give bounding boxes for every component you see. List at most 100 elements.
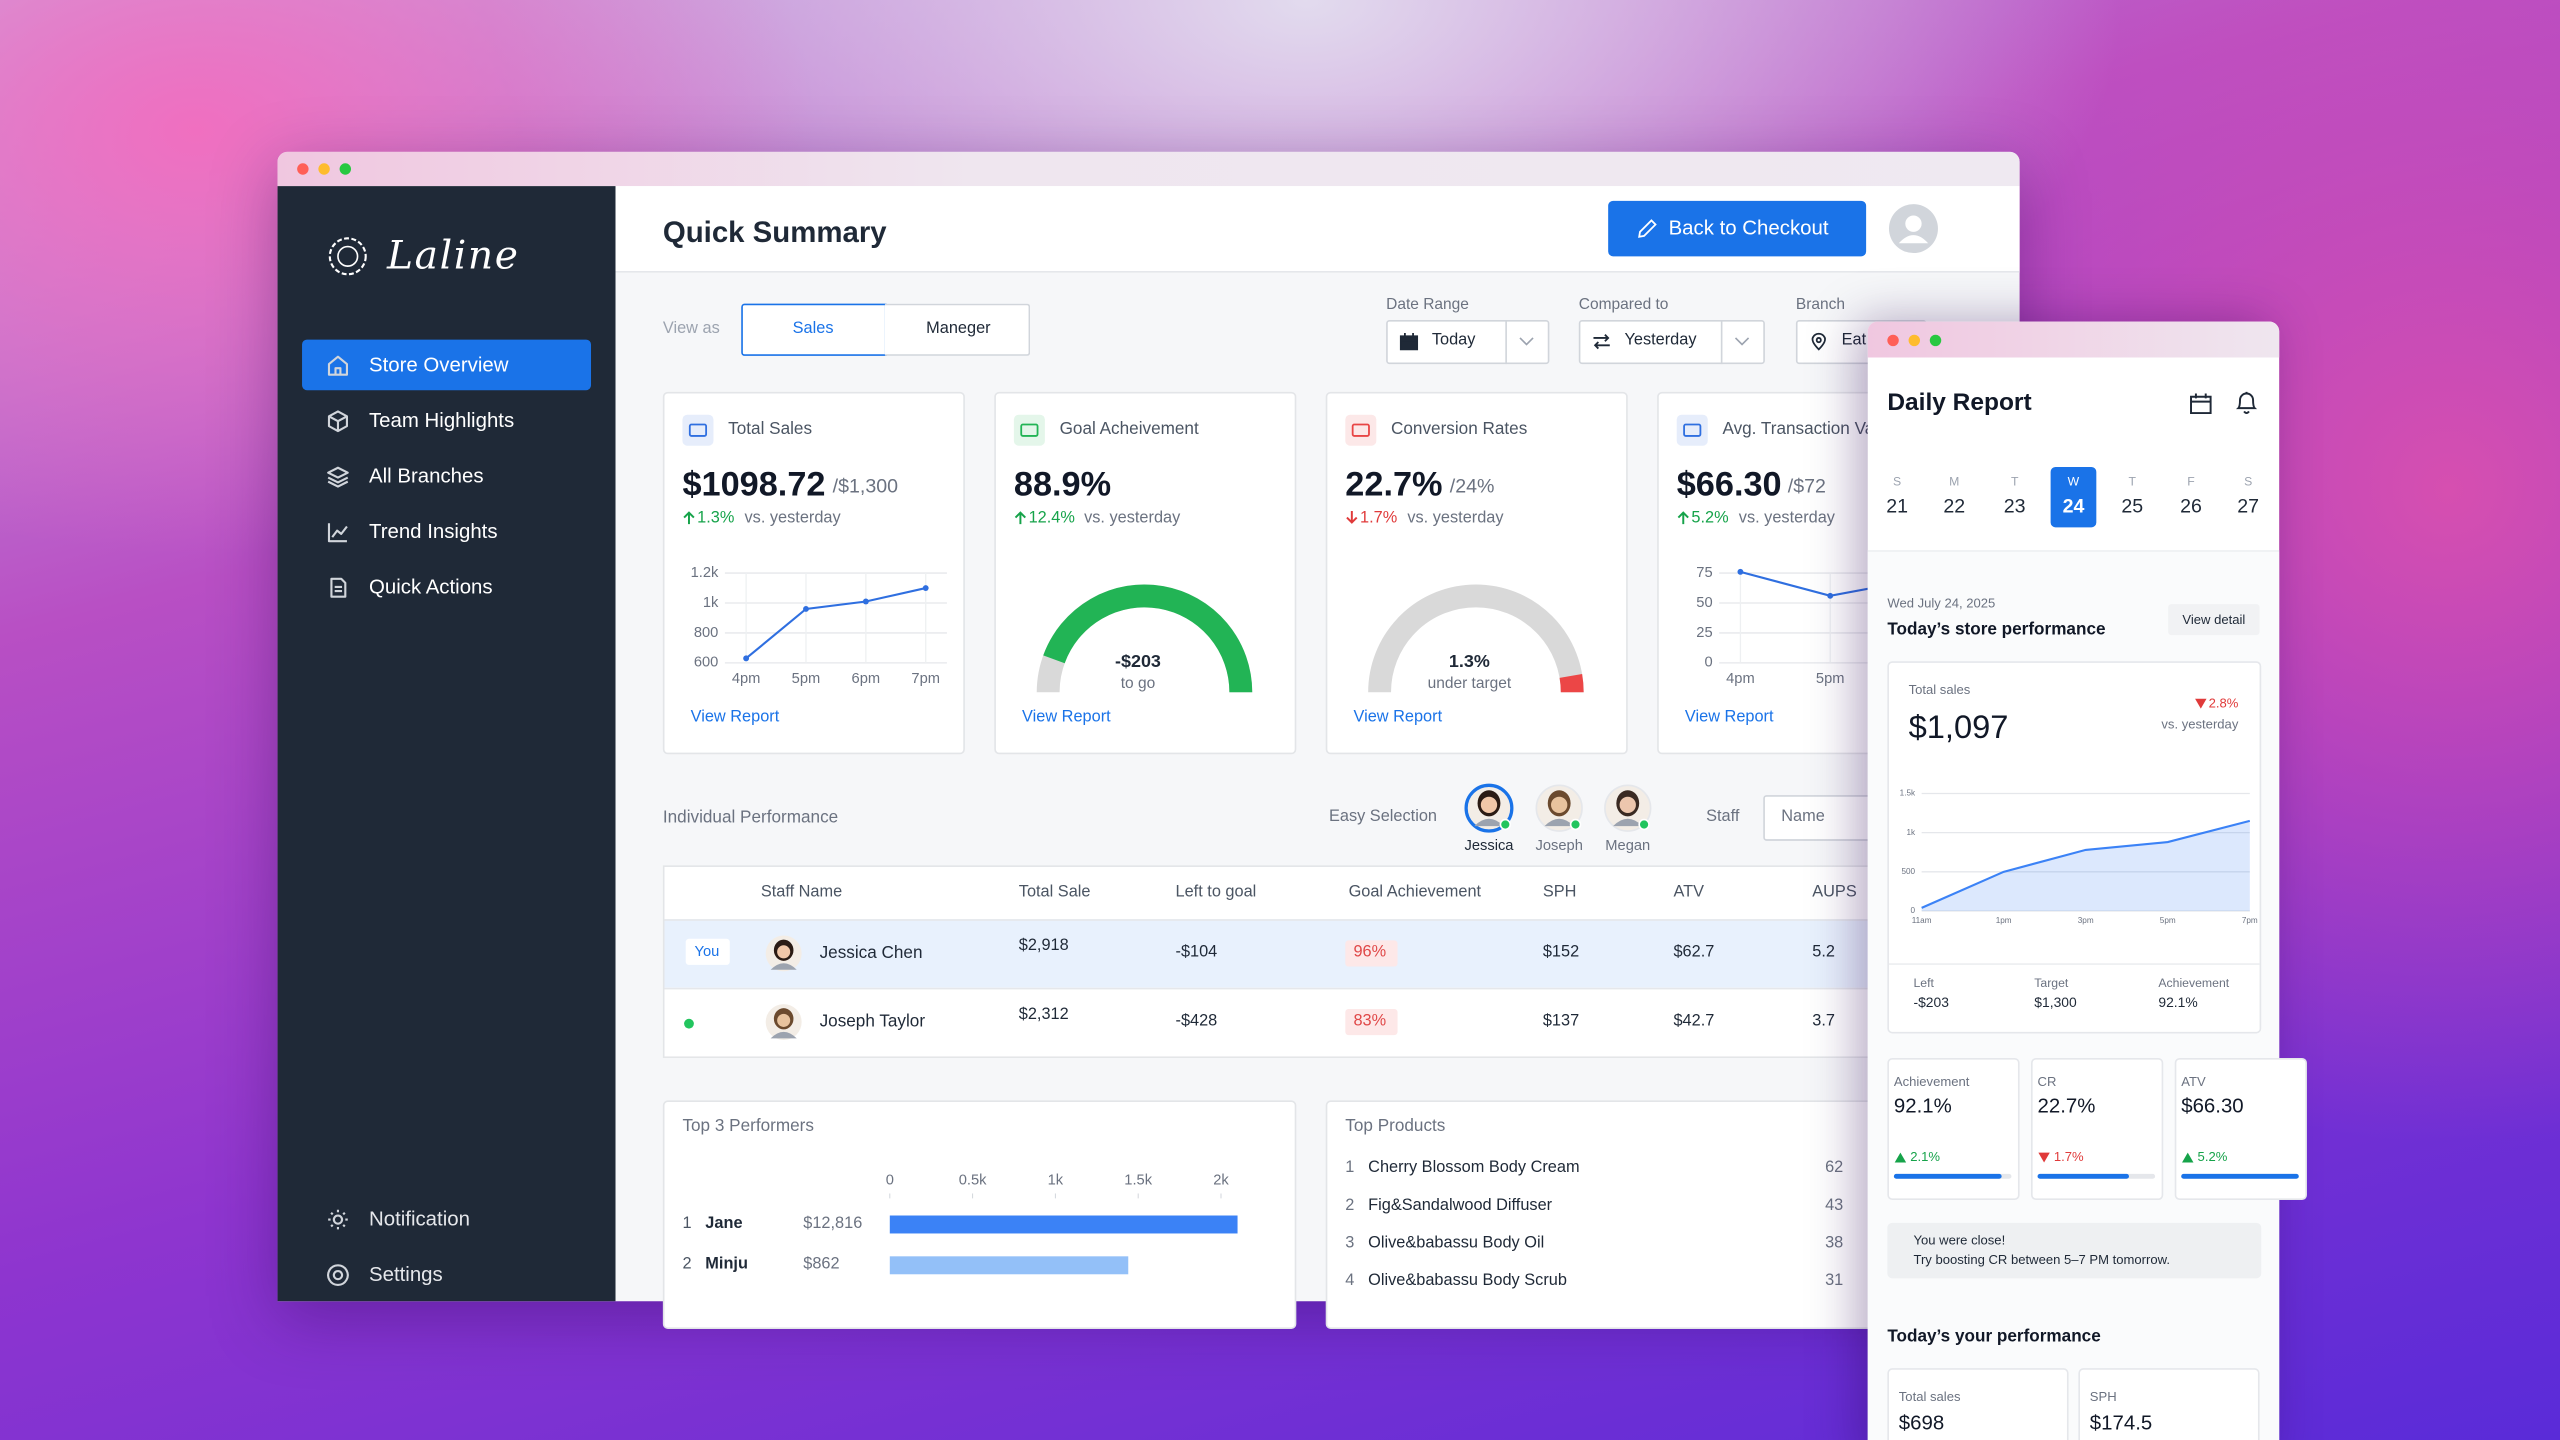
point <box>862 598 869 605</box>
section-title: Individual Performance <box>662 807 839 828</box>
nav-icon <box>327 523 348 543</box>
view-detail-button[interactable] <box>2168 604 2260 636</box>
column-header: Left to goal <box>1175 883 1257 902</box>
point <box>1827 592 1834 599</box>
label: 1.3% <box>697 509 735 528</box>
label[interactable]: Yesterday <box>1624 331 1697 350</box>
nav-icon <box>327 355 348 376</box>
link[interactable]: View Report <box>1684 708 1774 727</box>
online-dot <box>684 1018 694 1029</box>
column-header: ATV <box>1673 883 1705 902</box>
label: 21 <box>1886 494 1909 518</box>
label: -$428 <box>1175 1012 1218 1031</box>
y-tick-label: 75 <box>1696 565 1712 581</box>
label: View as <box>662 320 720 338</box>
label: Date Range <box>1386 296 1469 314</box>
label[interactable]: Jessica <box>1464 836 1514 854</box>
label: 3 <box>1345 1234 1355 1253</box>
achievement-pill <box>1345 1008 1398 1036</box>
segment-manager[interactable] <box>884 303 1031 356</box>
label: 5.2 <box>1812 943 1835 962</box>
label: 22.7% <box>1345 465 1443 504</box>
icon-path <box>1811 332 1826 351</box>
you-badge <box>685 938 730 965</box>
y-tick-label: 500 <box>1901 867 1915 876</box>
label: T <box>2128 474 2136 489</box>
table-row[interactable] <box>664 919 2020 988</box>
label: 1 <box>682 1214 692 1233</box>
nav-icon <box>328 1209 348 1230</box>
kpi-card <box>1325 391 1628 755</box>
label[interactable]: Sales <box>792 320 834 338</box>
nav-active[interactable] <box>302 339 592 391</box>
window-control[interactable] <box>338 162 351 174</box>
avatar <box>1604 784 1652 832</box>
label[interactable]: Today <box>1431 331 1476 350</box>
nav-label[interactable]: Quick Actions <box>368 575 493 599</box>
panel-title: Daily Report <box>1887 388 2032 417</box>
label[interactable]: Eat <box>1841 331 1867 350</box>
nav-label[interactable]: Trend Insights <box>368 520 498 543</box>
y-tick-label: 1.2k <box>691 565 719 581</box>
window-control[interactable] <box>1907 333 1920 346</box>
label[interactable]: Maneger <box>926 320 991 338</box>
label: CR <box>2037 1074 2057 1090</box>
link[interactable]: View Report <box>1022 708 1111 727</box>
label: 22.7% <box>2037 1094 2096 1118</box>
icon-path <box>1638 219 1657 238</box>
x-tick-label: 2k <box>1213 1172 1229 1188</box>
nav-label[interactable]: Store Overview <box>368 353 509 377</box>
nav-label[interactable]: All Branches <box>368 464 484 488</box>
label: -$203 <box>1913 994 1949 1011</box>
x-tick-label: 7pm <box>2242 916 2258 925</box>
window-control[interactable] <box>296 162 308 174</box>
y-tick-label: 25 <box>1696 625 1712 641</box>
label: Total sales <box>1898 1389 1961 1405</box>
label: You were close! <box>1913 1232 2006 1248</box>
label: 1.3% <box>1448 652 1490 672</box>
link[interactable]: View Report <box>690 708 780 727</box>
y-tick-label: 0 <box>1704 655 1712 671</box>
panel <box>662 1100 1297 1329</box>
label: Olive&babassu Body Oil <box>1368 1234 1545 1253</box>
label: vs. yesterday <box>1738 509 1835 528</box>
label[interactable]: Megan <box>1605 836 1651 854</box>
label[interactable]: Name <box>1781 808 1825 827</box>
avatar <box>1535 784 1583 832</box>
label: You <box>694 943 720 960</box>
column-header: SPH <box>1542 883 1577 902</box>
label: T <box>2010 474 2019 489</box>
icon-path <box>327 1264 349 1286</box>
nav-label[interactable]: Notification <box>368 1207 470 1231</box>
filter-select[interactable] <box>1578 320 1765 365</box>
icon-path <box>328 1209 348 1230</box>
trend-icon <box>1677 511 1689 525</box>
window-control[interactable] <box>317 162 329 174</box>
link[interactable]: View Report <box>1353 708 1443 727</box>
nav-label[interactable]: Team Highlights <box>368 408 515 432</box>
label: /$72 <box>1787 474 1826 498</box>
label: Easy Selection <box>1328 808 1437 827</box>
section-title: Today’s store performance <box>1887 619 2106 640</box>
table-row[interactable] <box>664 987 2020 1057</box>
label: $174.5 <box>2089 1411 2153 1435</box>
point <box>803 606 809 612</box>
day-selected[interactable] <box>2050 466 2097 528</box>
label[interactable]: View detail <box>2182 612 2246 628</box>
button-label[interactable]: Back to Checkout <box>1668 216 1829 240</box>
label[interactable]: Joseph <box>1535 836 1583 854</box>
window-control[interactable] <box>1928 333 1941 346</box>
divider <box>1720 320 1723 365</box>
gauge <box>1368 584 1584 693</box>
point <box>922 585 929 591</box>
icon-shape <box>688 423 708 437</box>
pen-icon <box>1638 219 1657 238</box>
nav-label[interactable]: Settings <box>368 1262 443 1286</box>
window-control[interactable] <box>1886 333 1898 346</box>
trend-icon <box>2182 1152 2194 1163</box>
achievement-pill <box>1345 940 1398 967</box>
y-tick-label: 1k <box>703 595 719 611</box>
page-title: Quick Summary <box>662 215 887 249</box>
gauge <box>1036 584 1253 693</box>
